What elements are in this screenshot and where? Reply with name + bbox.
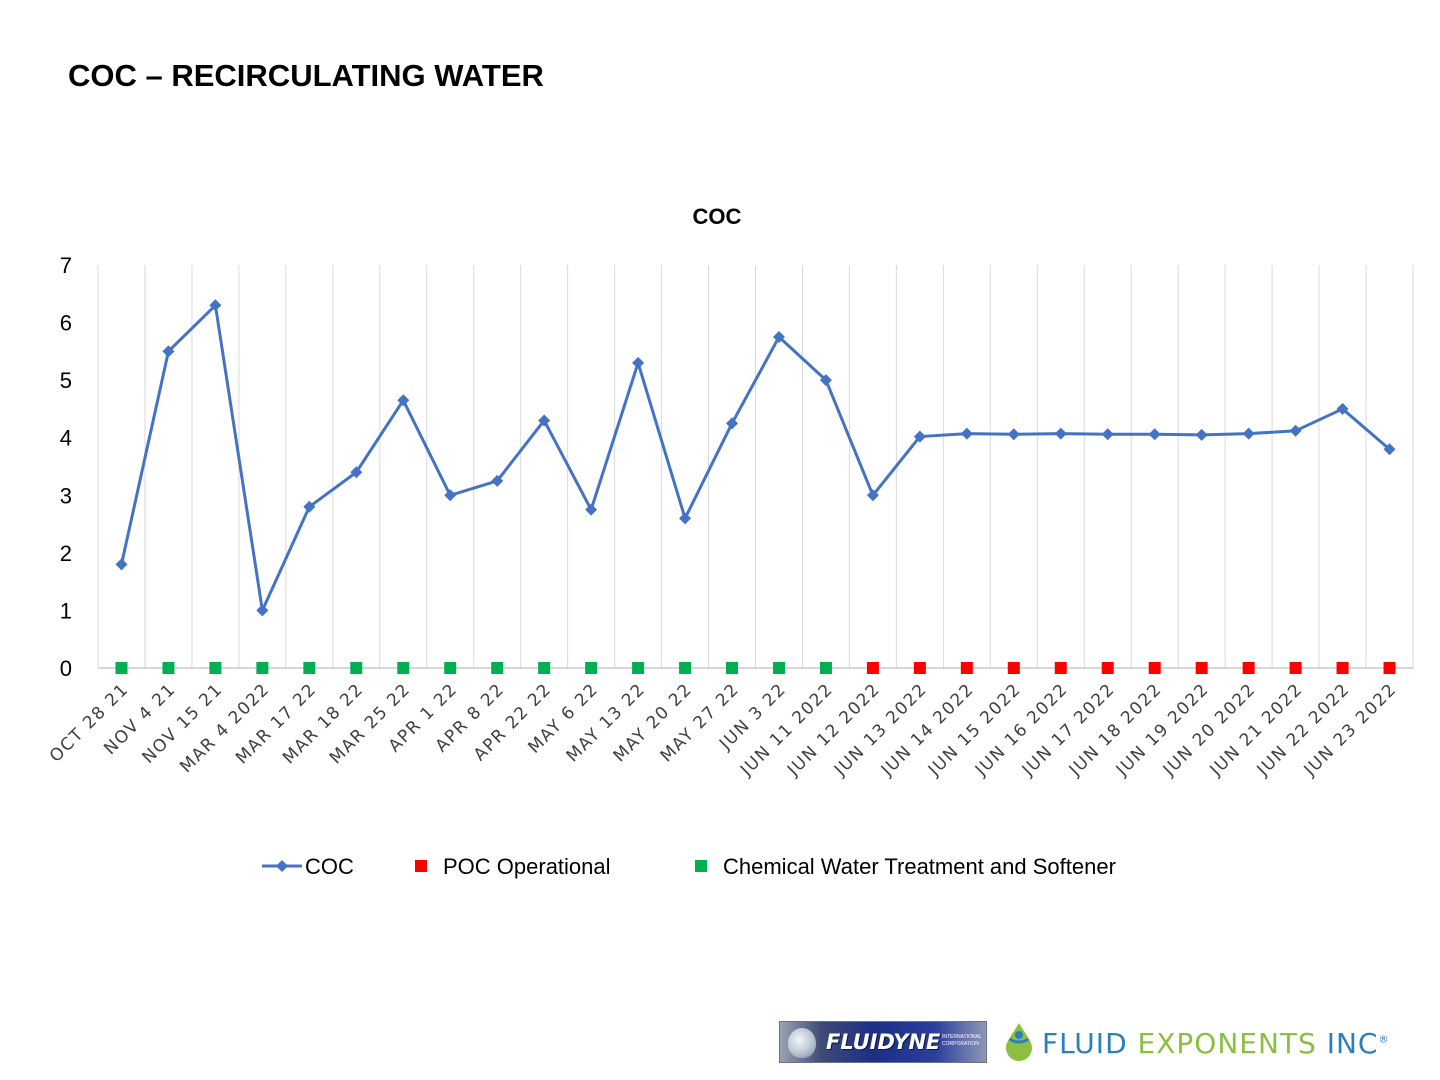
chemical-treatment-point [256, 662, 269, 674]
registered-mark: ® [1378, 1034, 1390, 1046]
chemical-treatment-point [819, 662, 832, 674]
poc-operational-point [1148, 662, 1161, 674]
coc-point [679, 512, 692, 525]
chemical-treatment-point [679, 662, 692, 674]
poc-operational-point [1101, 662, 1114, 674]
water-drop-icon [788, 1028, 816, 1058]
coc-point [1289, 424, 1302, 437]
coc-point [162, 345, 175, 358]
chemical-treatment-point [209, 662, 222, 674]
legend-label-chemical: Chemical Water Treatment and Softener [723, 854, 1116, 879]
poc-operational-point [1383, 662, 1396, 674]
poc-operational-point [1054, 662, 1067, 674]
logo-word-fluid: FLUID [1042, 1027, 1128, 1060]
coc-point [1195, 428, 1208, 441]
chemical-treatment-point [726, 662, 739, 674]
series [115, 299, 1396, 674]
fluid-exponents-logo: FLUID EXPONENTS INC® [1000, 1018, 1428, 1066]
chemical-treatment-point [303, 662, 316, 674]
fluidyne-logo-subtitle: INTERNATIONAL CORPORATION [942, 1034, 982, 1047]
coc-point [1336, 402, 1349, 415]
coc-point [1101, 428, 1114, 441]
coc-point [209, 299, 222, 312]
legend-coc-marker-icon [276, 860, 288, 872]
gridlines [97, 265, 1414, 668]
coc-point [1242, 427, 1255, 440]
logo-word-inc: INC [1326, 1027, 1379, 1060]
legend-label-coc: COC [305, 854, 354, 879]
legend-chemical-marker-icon [695, 860, 707, 872]
poc-operational-point [1289, 662, 1302, 674]
chemical-treatment-point [397, 662, 410, 674]
poc-operational-point [1195, 662, 1208, 674]
coc-point [303, 500, 316, 513]
y-tick-label: 2 [60, 541, 72, 566]
coc-point [350, 466, 363, 479]
coc-point [1007, 428, 1020, 441]
chemical-treatment-point [162, 662, 175, 674]
legend-poc-marker-icon [415, 860, 427, 872]
coc-point [1383, 443, 1396, 456]
chemical-treatment-point [632, 662, 645, 674]
legend: COC POC Operational Chemical Water Treatme… [262, 854, 1116, 879]
coc-point [1148, 428, 1161, 441]
coc-series-line [120, 303, 1391, 612]
coc-point [491, 474, 504, 487]
page-title: COC – RECIRCULATING WATER [68, 58, 544, 93]
coc-point [585, 503, 598, 516]
poc-operational-point [1242, 662, 1255, 674]
chemical-treatment-point [444, 662, 457, 674]
coc-point [960, 427, 973, 440]
coc-point [115, 558, 128, 571]
y-tick-labels: 0 1 2 3 4 5 6 7 [60, 253, 72, 681]
coc-point [256, 604, 269, 617]
y-tick-label: 6 [60, 311, 72, 336]
coc-point [1054, 427, 1067, 440]
y-tick-label: 3 [60, 483, 72, 508]
poc-operational-point [1007, 662, 1020, 674]
coc-point [632, 356, 645, 369]
coc-point [726, 417, 739, 430]
coc-point [444, 489, 457, 502]
y-tick-label: 1 [60, 598, 72, 623]
chemical-treatment-point [491, 662, 504, 674]
drop-figure-icon [1006, 1023, 1032, 1061]
coc-point [819, 374, 832, 387]
chemical-treatment-point [585, 662, 598, 674]
poc-operational-point [1336, 662, 1349, 674]
chemical-treatment-point [115, 662, 128, 674]
coc-point [866, 489, 879, 502]
chemical-treatment-point [772, 662, 785, 674]
coc-point [913, 430, 926, 443]
logo-word-exponents: EXPONENTS [1137, 1027, 1317, 1060]
coc-point [397, 394, 410, 407]
coc-point [538, 414, 551, 427]
y-tick-label: 7 [60, 253, 72, 278]
chemical-treatment-point [538, 662, 551, 674]
fluidyne-logo-word: FLUIDYNE [826, 1030, 941, 1054]
y-tick-label: 0 [60, 656, 72, 681]
legend-label-poc: POC Operational [443, 854, 611, 879]
poc-operational-point [960, 662, 973, 674]
poc-operational-point [866, 662, 879, 674]
fluid-exponents-logo-word: FLUID EXPONENTS INC® [1042, 1027, 1389, 1060]
poc-operational-point [913, 662, 926, 674]
y-tick-label: 5 [60, 368, 72, 393]
fluidyne-logo: FLUIDYNE INTERNATIONAL CORPORATION [779, 1021, 987, 1063]
coc-point [772, 330, 785, 343]
chart-title: COC [693, 204, 742, 229]
chemical-treatment-point [350, 662, 363, 674]
y-tick-label: 4 [60, 426, 72, 451]
